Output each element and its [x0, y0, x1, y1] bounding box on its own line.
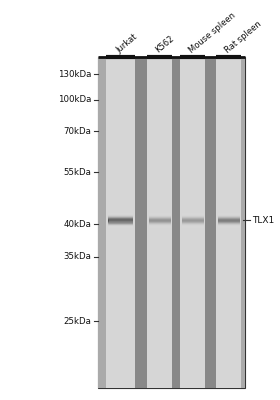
Bar [99, 57, 245, 388]
Text: Mouse spleen: Mouse spleen [187, 11, 237, 55]
Text: K562: K562 [154, 34, 176, 55]
Text: 100kDa: 100kDa [58, 95, 92, 104]
Bar [241, 57, 245, 388]
Bar [172, 57, 180, 388]
Bar [99, 57, 106, 388]
Bar [106, 57, 135, 388]
Text: Rat spleen: Rat spleen [223, 19, 263, 55]
Bar [180, 57, 205, 388]
Text: 70kDa: 70kDa [64, 127, 92, 136]
Bar [216, 57, 241, 388]
Bar [147, 57, 172, 388]
Text: Jurkat: Jurkat [115, 32, 139, 55]
Text: 40kDa: 40kDa [64, 220, 92, 229]
Text: 130kDa: 130kDa [58, 70, 92, 79]
Bar [205, 57, 216, 388]
Bar [135, 57, 147, 388]
Text: 25kDa: 25kDa [64, 317, 92, 326]
Text: 35kDa: 35kDa [64, 252, 92, 261]
Text: TLX1: TLX1 [252, 216, 275, 225]
Text: 55kDa: 55kDa [64, 168, 92, 176]
